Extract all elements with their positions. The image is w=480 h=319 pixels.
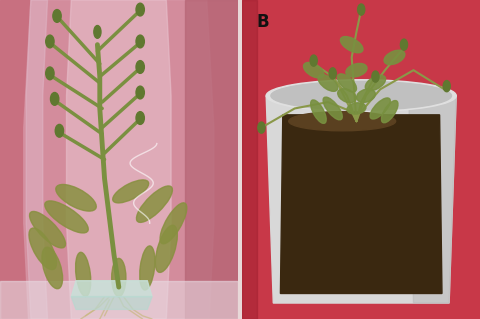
Ellipse shape (46, 35, 54, 48)
Ellipse shape (112, 258, 126, 297)
Ellipse shape (156, 225, 177, 272)
Ellipse shape (45, 201, 88, 233)
Ellipse shape (365, 75, 385, 91)
Ellipse shape (55, 124, 63, 137)
Ellipse shape (382, 100, 398, 123)
Ellipse shape (136, 186, 172, 222)
Ellipse shape (443, 80, 450, 92)
Ellipse shape (372, 71, 379, 82)
Polygon shape (0, 281, 238, 319)
Ellipse shape (289, 112, 396, 131)
Ellipse shape (46, 67, 54, 80)
Ellipse shape (346, 63, 367, 77)
Ellipse shape (42, 247, 62, 289)
Ellipse shape (136, 86, 144, 99)
Ellipse shape (136, 112, 144, 124)
Polygon shape (185, 0, 238, 319)
Ellipse shape (30, 211, 65, 248)
Polygon shape (24, 0, 214, 319)
Text: B: B (257, 13, 269, 31)
Ellipse shape (303, 63, 324, 78)
Polygon shape (280, 115, 442, 293)
Ellipse shape (56, 184, 96, 211)
Ellipse shape (400, 39, 408, 50)
Ellipse shape (338, 89, 356, 103)
Ellipse shape (140, 246, 155, 290)
Polygon shape (409, 96, 456, 303)
Ellipse shape (337, 74, 357, 92)
Ellipse shape (357, 89, 375, 102)
Ellipse shape (258, 122, 265, 133)
Ellipse shape (329, 68, 336, 79)
Ellipse shape (318, 75, 338, 91)
Ellipse shape (310, 55, 317, 66)
Ellipse shape (113, 180, 149, 203)
Ellipse shape (347, 103, 366, 114)
Ellipse shape (50, 93, 59, 105)
Ellipse shape (311, 100, 326, 123)
Polygon shape (67, 0, 171, 319)
Ellipse shape (94, 26, 101, 38)
Polygon shape (71, 281, 152, 297)
Bar (242, 0, 257, 319)
Ellipse shape (271, 81, 452, 110)
Ellipse shape (29, 228, 57, 270)
Polygon shape (71, 297, 152, 309)
Ellipse shape (323, 97, 342, 120)
Ellipse shape (384, 50, 405, 65)
Ellipse shape (136, 35, 144, 48)
Ellipse shape (266, 80, 456, 112)
Ellipse shape (53, 10, 61, 22)
Ellipse shape (136, 61, 144, 73)
Ellipse shape (136, 3, 144, 16)
Ellipse shape (340, 37, 363, 53)
Polygon shape (26, 0, 48, 319)
Ellipse shape (160, 203, 187, 244)
Ellipse shape (75, 252, 91, 296)
Ellipse shape (358, 4, 365, 15)
Polygon shape (266, 96, 456, 303)
Ellipse shape (370, 98, 390, 119)
